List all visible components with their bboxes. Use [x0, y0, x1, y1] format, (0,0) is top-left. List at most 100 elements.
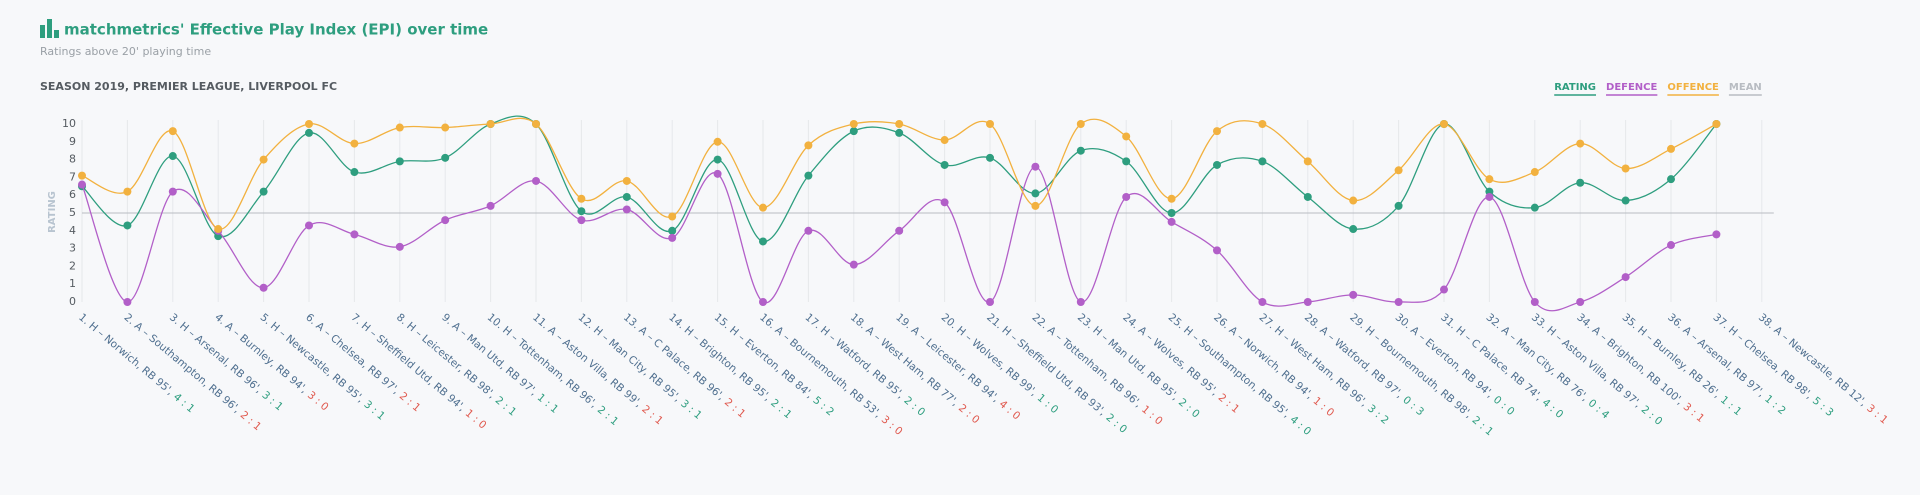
- data-point: [486, 120, 495, 128]
- data-point: [986, 153, 994, 162]
- logo-icon: [40, 19, 59, 38]
- data-point: [1076, 146, 1085, 155]
- score-label: 1 : 0: [463, 407, 489, 431]
- y-tick-label: 7: [69, 170, 76, 183]
- data-point: [1031, 201, 1040, 210]
- data-point: [1530, 168, 1539, 177]
- data-point: [1258, 298, 1267, 306]
- score-label: 1 : 0: [1311, 395, 1337, 419]
- score-label: 2 : 0: [1176, 396, 1202, 420]
- data-point: [759, 203, 767, 212]
- score-label: 3 : 1: [678, 398, 704, 422]
- score-label: 4 : 0: [1288, 414, 1314, 438]
- score-label: 3 : 1: [361, 398, 387, 422]
- data-point: [1621, 164, 1630, 173]
- data-point: [486, 201, 495, 210]
- data-point: [1258, 120, 1267, 128]
- score-label: 2 : 1: [238, 409, 264, 433]
- y-tick-label: 10: [62, 117, 76, 130]
- score-label: 1 : 1: [535, 391, 561, 415]
- score-label: 0 : 0: [1491, 394, 1517, 418]
- score-label: 2 : 1: [493, 394, 519, 418]
- data-point: [1031, 189, 1040, 198]
- data-point: [1530, 298, 1539, 306]
- data-point: [441, 216, 450, 225]
- data-point: [1167, 194, 1176, 203]
- data-point: [1485, 175, 1494, 184]
- data-point: [577, 194, 586, 203]
- y-tick-label: 6: [69, 188, 76, 201]
- data-point: [1213, 160, 1221, 169]
- y-tick-label: 2: [69, 259, 76, 272]
- data-point: [668, 212, 677, 221]
- legend-label: RATING: [1554, 82, 1596, 93]
- data-point: [1621, 196, 1630, 205]
- data-point: [1258, 157, 1267, 166]
- data-point: [713, 137, 722, 146]
- score-label: 0 : 3: [1400, 394, 1426, 418]
- score-label: 5 : 3: [1810, 395, 1836, 419]
- data-point: [395, 157, 404, 166]
- score-label: 3 : 0: [305, 389, 331, 413]
- data-point: [1485, 192, 1494, 201]
- data-point: [1303, 192, 1312, 201]
- score-label: 1 : 0: [1139, 403, 1165, 427]
- score-label: 3 : 1: [259, 389, 285, 413]
- data-point: [1530, 203, 1539, 212]
- score-label: 2 : 0: [956, 402, 982, 426]
- data-point: [168, 152, 177, 161]
- data-point: [804, 226, 813, 235]
- category-label: 1. H – Norwich, RB 95',: [76, 311, 175, 397]
- data-point: [441, 153, 450, 162]
- data-point: [895, 226, 904, 235]
- y-tick-label: 4: [69, 224, 76, 237]
- data-point: [1076, 298, 1085, 306]
- data-point: [713, 169, 722, 178]
- data-point: [1712, 120, 1721, 128]
- data-point: [1349, 290, 1358, 299]
- data-point: [1031, 162, 1040, 171]
- data-point: [350, 230, 359, 239]
- score-label: 2 : 0: [901, 394, 927, 418]
- data-point: [577, 216, 586, 225]
- legend-label: MEAN: [1729, 82, 1762, 93]
- series-line: [81, 115, 1717, 243]
- data-point: [1076, 120, 1085, 128]
- data-point: [532, 176, 540, 185]
- data-point: [168, 187, 177, 196]
- y-tick-label: 9: [69, 135, 76, 148]
- data-point: [305, 120, 313, 128]
- data-point: [214, 225, 223, 234]
- y-tick-label: 1: [69, 277, 76, 290]
- y-tick-label: 0: [69, 295, 76, 308]
- score-label: 5 : 2: [810, 394, 836, 418]
- score-label: 1 : 2: [1762, 393, 1788, 417]
- score-label: 2 : 1: [768, 397, 794, 421]
- data-point: [849, 127, 858, 136]
- score-label: 4 : 1: [171, 391, 197, 415]
- data-point: [668, 226, 677, 235]
- data-point: [350, 139, 359, 148]
- data-point: [1303, 298, 1312, 306]
- data-point: [78, 180, 86, 189]
- data-point: [804, 171, 813, 180]
- data-point: [1621, 273, 1630, 282]
- score-label: 3 : 1: [1864, 402, 1890, 426]
- data-point: [532, 120, 540, 128]
- chart-heading: SEASON 2019, PREMIER LEAGUE, LIVERPOOL F…: [40, 80, 337, 93]
- data-point: [168, 127, 177, 136]
- data-point: [940, 136, 949, 145]
- data-point: [1440, 120, 1448, 128]
- data-point: [1576, 178, 1585, 187]
- data-point: [759, 237, 767, 246]
- score-label: 3 : 1: [1681, 401, 1707, 425]
- data-point: [441, 123, 450, 132]
- y-tick-label: 8: [69, 153, 76, 166]
- data-point: [713, 155, 722, 164]
- data-point: [1667, 241, 1675, 250]
- data-point: [940, 160, 949, 169]
- data-point: [1167, 217, 1176, 226]
- data-point: [1576, 298, 1585, 306]
- data-point: [986, 120, 994, 128]
- score-label: 2 : 1: [1216, 391, 1242, 415]
